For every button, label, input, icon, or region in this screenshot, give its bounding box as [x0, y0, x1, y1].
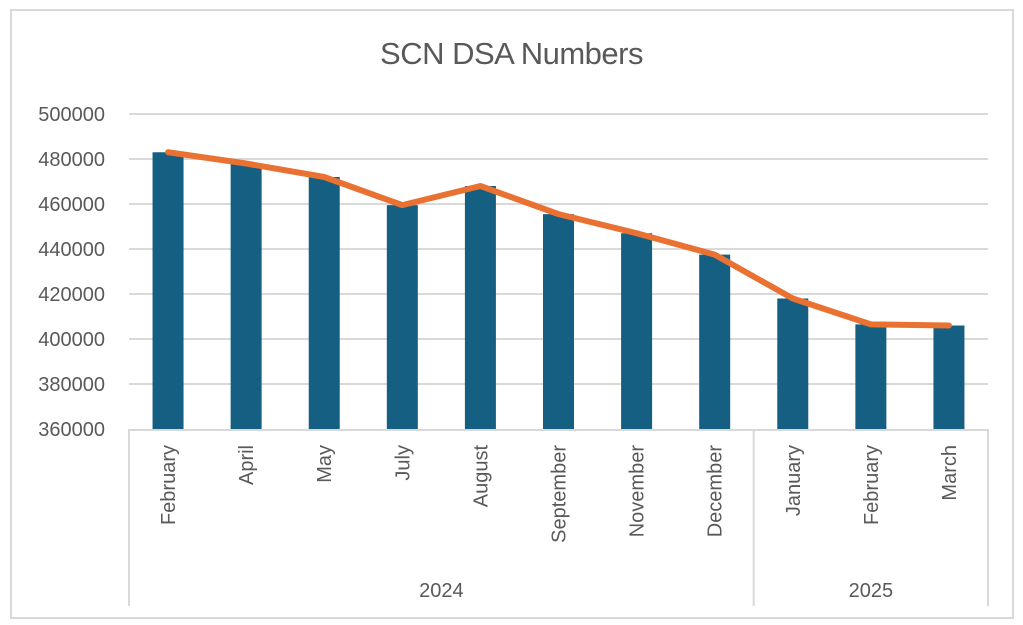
x-axis	[128, 429, 989, 606]
category-label: April	[236, 445, 258, 485]
bar	[230, 163, 262, 429]
y-tick-label: 360000	[38, 419, 105, 441]
bars	[152, 152, 965, 429]
y-tick-label: 380000	[38, 374, 105, 396]
y-tick-label: 460000	[38, 194, 105, 216]
y-tick-label: 420000	[38, 284, 105, 306]
x-axis-categories: February April May July August September Novem…	[158, 429, 961, 606]
bar	[699, 254, 731, 429]
y-axis-ticks: 360000 380000 400000 420000 440000 460000 4800…	[38, 104, 105, 441]
bar	[152, 152, 184, 429]
category-label: February	[158, 445, 180, 525]
bar	[308, 177, 340, 429]
category-label: January	[783, 445, 805, 516]
bar	[933, 325, 965, 429]
chart-title: SCN DSA Numbers	[380, 36, 643, 71]
y-tick-label: 400000	[38, 329, 105, 351]
bar	[621, 233, 653, 429]
y-tick-label: 500000	[38, 104, 105, 126]
category-label: December	[705, 445, 727, 538]
bar	[543, 214, 574, 429]
bar	[777, 298, 809, 429]
category-label: September	[549, 445, 571, 543]
category-label: August	[470, 445, 492, 508]
year-group-label: 2024	[419, 580, 464, 602]
category-label: May	[314, 445, 336, 483]
category-label: March	[939, 445, 961, 501]
bar	[855, 324, 887, 429]
y-tick-label: 480000	[38, 149, 105, 171]
bar	[464, 186, 496, 429]
year-group-label: 2025	[849, 580, 894, 602]
bar	[386, 205, 418, 429]
category-label: November	[627, 445, 649, 538]
category-label: February	[861, 445, 883, 525]
category-label: July	[392, 445, 414, 481]
trend-line-layer	[165, 149, 952, 329]
y-tick-label: 440000	[38, 239, 105, 261]
